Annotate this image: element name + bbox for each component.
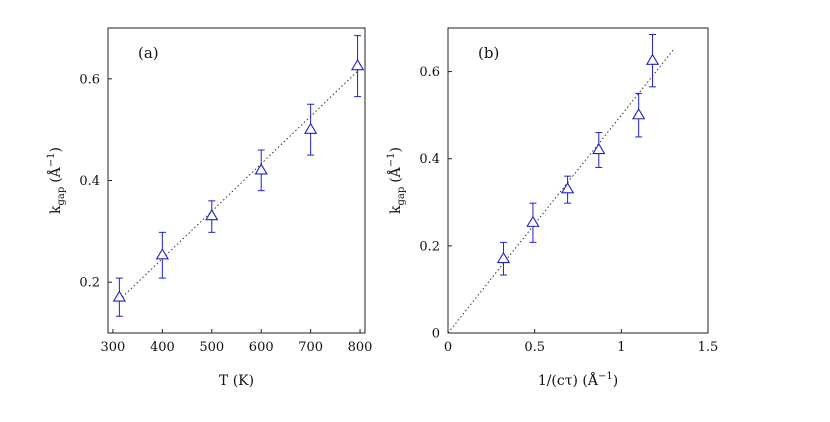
- panel-a-errorbars: [115, 35, 362, 317]
- panel-a: 300 400 500 600 700 800 0.2 0.4 0.6 (a) T (K) k…: [46, 27, 373, 389]
- panel-b-y-tick-label: 0.2: [419, 239, 440, 254]
- panel-b-data-point: [645, 53, 660, 65]
- panel-b-data-point: [632, 108, 646, 120]
- panel-a-y-ticks: 0.2 0.4 0.6: [79, 72, 112, 291]
- panel-b: 0 0.5 1 1.5 0 0.2 0.4 0.6 (b) 1/(cτ) (Å−1) kga…: [386, 27, 718, 389]
- panel-b-x-tick-label: 1: [617, 340, 625, 355]
- panel-a-data-point: [155, 248, 170, 260]
- panel-a-y-tick-label: 0.2: [79, 276, 100, 291]
- panel-a-points: [112, 59, 365, 302]
- panel-a-x-tick-label: 400: [150, 340, 175, 355]
- panel-b-fit-line: [447, 49, 674, 334]
- panel-b-points: [496, 53, 660, 264]
- panel-a-x-ticks: 300 400 500 600 700 800: [101, 329, 373, 355]
- panel-a-axes-frame: [107, 27, 366, 334]
- panel-b-fit-line-group: [447, 49, 674, 334]
- panel-b-y-tick-label: 0: [432, 327, 440, 342]
- panel-a-label: (a): [138, 44, 159, 62]
- panel-b-data-point: [592, 142, 606, 155]
- panel-b-y-tick-label: 0.4: [419, 152, 440, 167]
- panel-b-x-tick-label: 1.5: [698, 340, 719, 355]
- panel-a-y-axis-title: kgap(Å−1): [46, 147, 67, 214]
- panel-b-y-ticks: 0 0.2 0.4 0.6: [419, 65, 452, 342]
- panel-b-data-point: [560, 182, 575, 194]
- panel-b-x-ticks: 0 0.5 1 1.5: [444, 329, 718, 355]
- panel-a-y-tick-label: 0.6: [79, 72, 100, 87]
- panel-a-x-tick-label: 500: [199, 340, 224, 355]
- panel-b-y-tick-label: 0.6: [419, 65, 440, 80]
- panel-a-data-point: [303, 122, 318, 134]
- panel-b-axes-frame: [447, 27, 709, 334]
- panel-b-data-point: [496, 251, 511, 264]
- panel-a-x-tick-label: 800: [348, 340, 373, 355]
- panel-a-x-tick-label: 600: [249, 340, 274, 355]
- panel-a-y-tick-label: 0.4: [79, 174, 100, 189]
- panel-a-data-point: [205, 209, 219, 221]
- panel-b-x-axis-title: 1/(cτ) (Å−1): [538, 371, 618, 389]
- panel-a-x-tick-label: 300: [101, 340, 126, 355]
- panel-a-fit-line: [119, 70, 358, 301]
- panel-b-x-tick-label: 0: [444, 340, 452, 355]
- panel-a-data-point: [350, 59, 365, 71]
- panel-b-label: (b): [478, 44, 499, 62]
- panel-a-fit-line-group: [119, 70, 358, 301]
- panel-a-x-axis-title: T (K): [219, 373, 254, 389]
- panel-a-data-point: [254, 163, 268, 175]
- panel-b-data-point: [526, 215, 540, 227]
- panel-b-y-axis-title: kgap(Å−1): [386, 147, 407, 214]
- panel-a-data-point: [112, 290, 127, 302]
- panel-b-x-tick-label: 0.5: [524, 340, 545, 355]
- panel-a-x-tick-label: 700: [298, 340, 323, 355]
